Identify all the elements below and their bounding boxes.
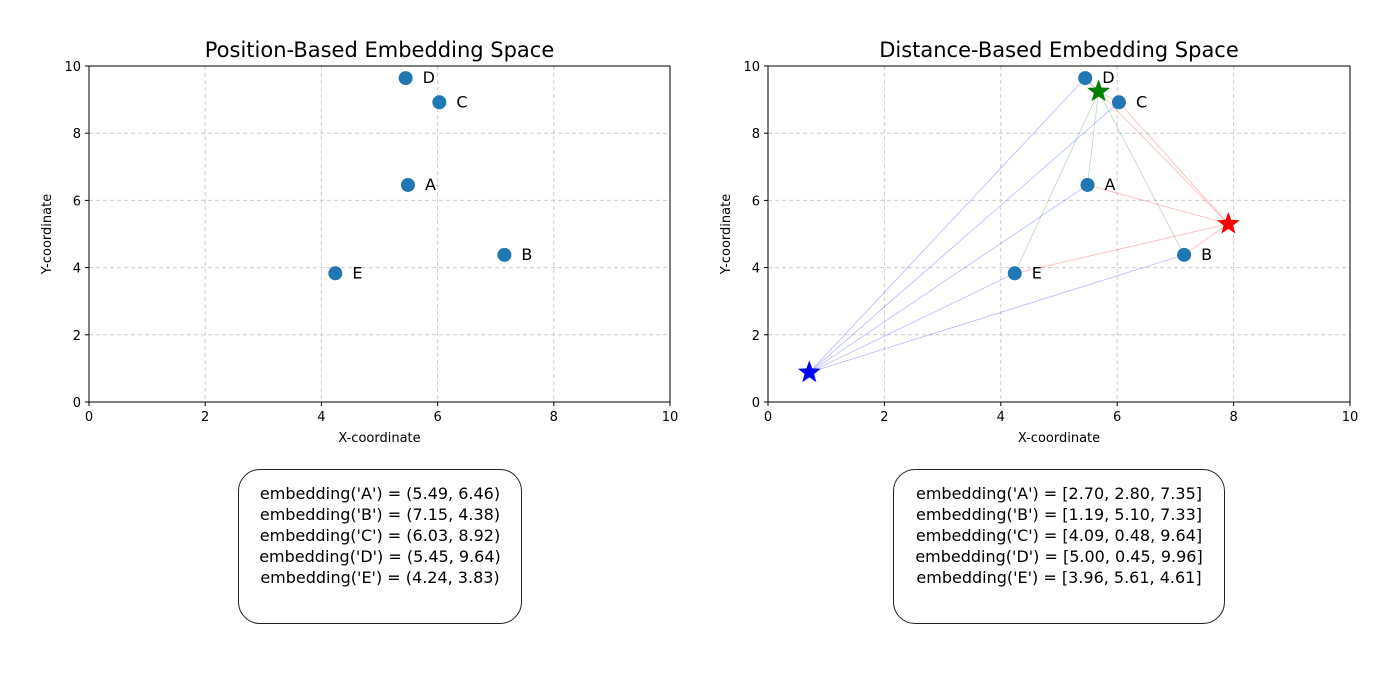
plot-frame (767, 65, 1351, 403)
point-label-C: C (456, 92, 467, 111)
y-axis-label: Y-coordinate (40, 194, 55, 275)
connection-line (809, 101, 1120, 373)
y-tick-label: 8 (752, 127, 760, 142)
x-axis-label: X-coordinate (1018, 431, 1100, 446)
x-tick-label: 2 (201, 410, 209, 425)
y-tick-label: 4 (752, 262, 760, 277)
connection-line (1183, 223, 1229, 256)
connection-line (1087, 184, 1229, 225)
y-tick-label: 0 (752, 396, 760, 411)
point-label-B: B (1201, 245, 1212, 264)
connection-line (1087, 91, 1099, 185)
data-point-D (1078, 71, 1093, 86)
data-point-A (1080, 177, 1095, 192)
chart-title: Position-Based Embedding Space (205, 38, 555, 62)
y-tick-label: 4 (73, 262, 81, 277)
position-embedding-chart: 0 2 4 6 8 10 0 2 4 6 8 10 A B C D E Position-Based Embedd… (40, 38, 678, 446)
embedding-line: embedding('A') = (5.49, 6.46) (259, 484, 501, 503)
connection-line (809, 77, 1086, 373)
y-tick-label: 8 (73, 127, 81, 142)
connection-line (1014, 223, 1229, 274)
data-point-E (1007, 266, 1022, 281)
connection-line (809, 254, 1185, 373)
point-label-C: C (1136, 92, 1147, 111)
x-tick-label: 8 (550, 410, 558, 425)
x-tick-label: 6 (433, 410, 441, 425)
y-tick-label: 2 (73, 329, 81, 344)
embedding-line: embedding('E') = (4.24, 3.83) (260, 568, 500, 587)
embedding-line: embedding('C') = (6.03, 8.92) (259, 526, 501, 545)
anchor-star-green (1087, 79, 1110, 102)
connection-line (1098, 91, 1185, 256)
point-label-D: D (423, 68, 435, 87)
distance-embedding-box: embedding('A') = [2.70, 2.80, 7.35] embe… (893, 469, 1225, 624)
data-point-A (400, 177, 415, 192)
connection-line (1118, 102, 1229, 225)
chart-title: Distance-Based Embedding Space (879, 38, 1239, 62)
x-tick-label: 4 (997, 410, 1005, 425)
y-axis-label: Y-coordinate (719, 194, 734, 275)
embedding-line: embedding('D') = [5.00, 0.45, 9.96] (915, 547, 1203, 566)
data-point-B (1177, 247, 1192, 262)
x-tick-label: 10 (1342, 410, 1359, 425)
y-tick-label: 10 (743, 60, 760, 75)
y-tick-label: 6 (752, 194, 760, 209)
position-embedding-box: embedding('A') = (5.49, 6.46) embedding(… (238, 469, 522, 624)
y-tick-label: 2 (752, 329, 760, 344)
data-point-E (328, 266, 343, 281)
x-tick-label: 4 (317, 410, 325, 425)
embedding-line: embedding('D') = (5.45, 9.64) (259, 547, 501, 566)
x-tick-label: 8 (1229, 410, 1237, 425)
distance-embedding-chart: 0 2 4 6 8 10 0 2 4 6 8 10 A B C D E Distance-Based Embedd… (719, 38, 1358, 446)
y-tick-label: 0 (73, 396, 81, 411)
plot-frame (88, 65, 671, 403)
anchor-star-blue (797, 360, 821, 383)
embedding-line: embedding('E') = [3.96, 5.61, 4.61] (916, 568, 1202, 587)
x-tick-label: 6 (1113, 410, 1121, 425)
point-label-A: A (1105, 175, 1116, 194)
embedding-line: embedding('B') = (7.15, 4.38) (259, 505, 501, 524)
y-tick-label: 10 (64, 60, 81, 75)
point-label-E: E (1032, 263, 1042, 282)
x-axis-label: X-coordinate (338, 431, 420, 446)
embedding-line: embedding('A') = [2.70, 2.80, 7.35] (916, 484, 1202, 503)
anchor-star-red (1216, 211, 1240, 234)
connection-line (809, 272, 1015, 373)
connection-line (1084, 77, 1229, 225)
x-tick-label: 10 (662, 410, 679, 425)
embedding-line: embedding('B') = [1.19, 5.10, 7.33] (915, 505, 1203, 524)
connection-line (1014, 91, 1099, 274)
x-tick-label: 0 (85, 410, 93, 425)
data-point-B (497, 247, 512, 262)
x-tick-label: 2 (880, 410, 888, 425)
point-label-A: A (425, 175, 436, 194)
connection-line (809, 184, 1088, 373)
x-tick-label: 0 (764, 410, 772, 425)
point-label-E: E (352, 263, 362, 282)
y-tick-label: 6 (73, 194, 81, 209)
data-point-C (1111, 95, 1126, 110)
point-label-B: B (521, 245, 532, 264)
data-point-C (432, 95, 447, 110)
data-point-D (398, 71, 413, 86)
point-label-D: D (1102, 68, 1114, 87)
embedding-line: embedding('C') = [4.09, 0.48, 9.64] (915, 526, 1203, 545)
